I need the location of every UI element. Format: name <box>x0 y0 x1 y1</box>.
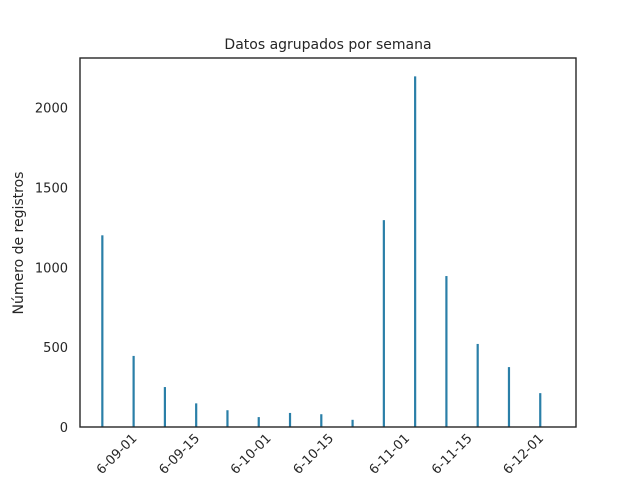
y-tick-label: 0 <box>60 421 68 436</box>
x-tick-label: 6-11-15 <box>429 431 475 477</box>
bar-2016-10-06 <box>288 412 292 427</box>
bar-2016-09-08 <box>163 387 166 427</box>
y-axis-ticks: 0 500 1000 1500 2000 <box>35 102 68 436</box>
x-axis-ticks: 6-09-01 6-09-15 6-10-01 6-10-15 6-11-01 6-11-… <box>94 431 547 477</box>
bar-2016-11-10 <box>445 276 448 427</box>
bar-2016-10-20 <box>351 419 354 427</box>
bar-2016-09-22 <box>226 410 229 427</box>
bar-2016-09-29 <box>257 417 260 427</box>
bars-group <box>101 76 542 428</box>
y-tick-label: 1500 <box>35 181 68 196</box>
chart-title: Datos agrupados por semana <box>224 37 431 53</box>
x-tick-label: 6-10-15 <box>291 431 337 477</box>
x-tick-label: 6-11-01 <box>367 431 413 477</box>
x-tick-label: 6-12-01 <box>501 431 547 477</box>
plot-frame <box>79 57 577 428</box>
bar-2016-10-13 <box>320 414 323 427</box>
bar-2016-11-17 <box>476 343 479 427</box>
x-tick-label: 6-09-15 <box>157 431 203 477</box>
bar-2016-10-27 <box>382 220 385 427</box>
bar-2016-09-01 <box>132 355 135 427</box>
bar-2016-12-01 <box>539 393 542 427</box>
x-tick-label: 6-09-01 <box>94 431 140 477</box>
y-tick-label: 500 <box>43 341 68 356</box>
bar-2016-11-03 <box>414 76 417 428</box>
bar-2016-08-25 <box>101 235 104 427</box>
bar-2016-11-24 <box>507 367 511 427</box>
bar-2016-09-15 <box>195 403 198 427</box>
y-tick-label: 1000 <box>35 261 68 276</box>
y-tick-label: 2000 <box>35 102 68 117</box>
y-axis-label: Número de registros <box>11 172 27 315</box>
x-tick-label: 6-10-01 <box>228 431 274 477</box>
